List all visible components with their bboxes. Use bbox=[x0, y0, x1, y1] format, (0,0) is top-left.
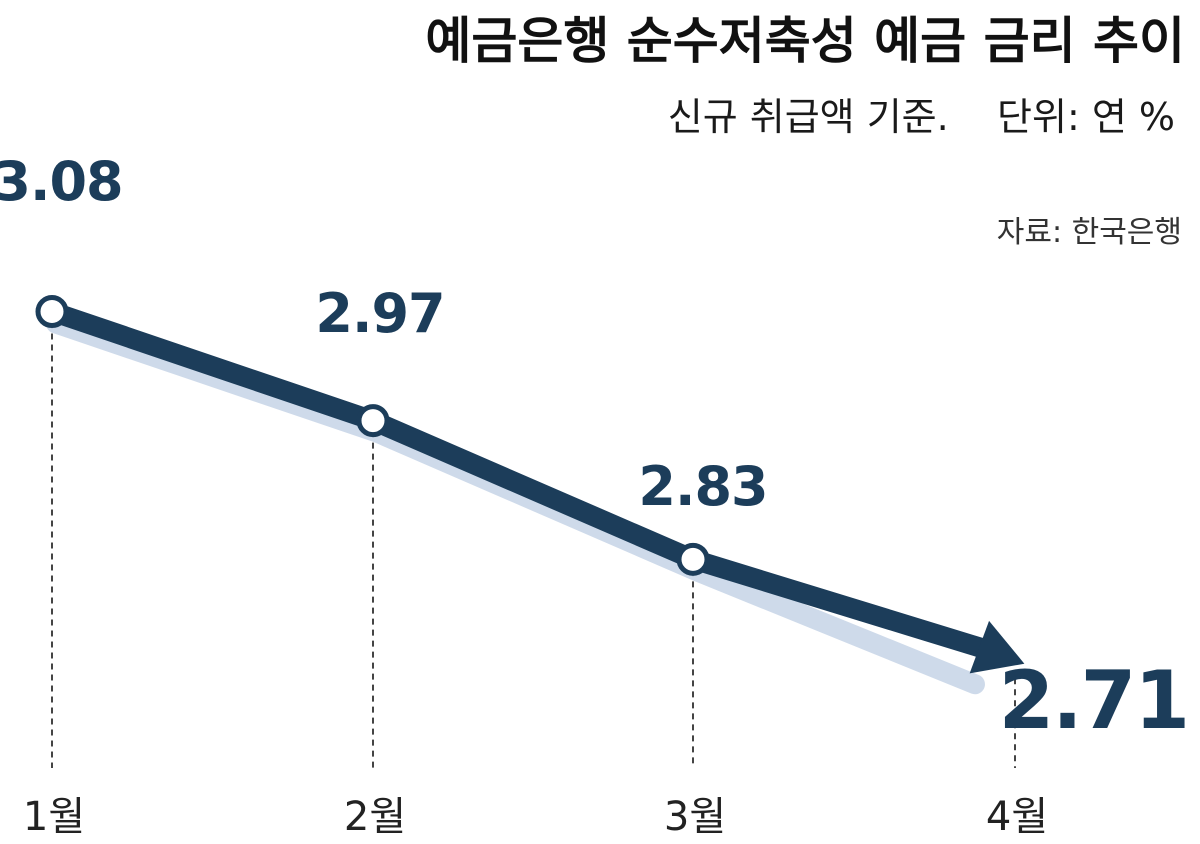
x-tick-label-2: 2월 bbox=[344, 794, 406, 840]
x-tick-label-1: 1월 bbox=[23, 794, 85, 840]
data-point-1 bbox=[35, 295, 69, 329]
chart-title: 예금은행 순수저축성 예금 금리 추이 bbox=[425, 12, 1185, 70]
x-tick-label-3: 3월 bbox=[664, 794, 726, 840]
value-label-1: 3.08 bbox=[0, 150, 123, 213]
series-arrowhead bbox=[969, 620, 1025, 674]
value-label-2: 2.97 bbox=[315, 282, 444, 345]
data-point-2 bbox=[356, 404, 390, 438]
value-label-3: 2.83 bbox=[638, 455, 767, 518]
chart-subtitle: 신규 취급액 기준. 단위: 연 % bbox=[668, 95, 1175, 139]
series-line bbox=[42, 301, 994, 659]
value-label-4: 2.71 bbox=[999, 654, 1188, 747]
chart-source: 자료: 한국은행 bbox=[997, 215, 1182, 250]
x-tick-label-4: 4월 bbox=[986, 794, 1048, 840]
series-shadow bbox=[46, 313, 985, 695]
data-point-3 bbox=[676, 542, 710, 576]
